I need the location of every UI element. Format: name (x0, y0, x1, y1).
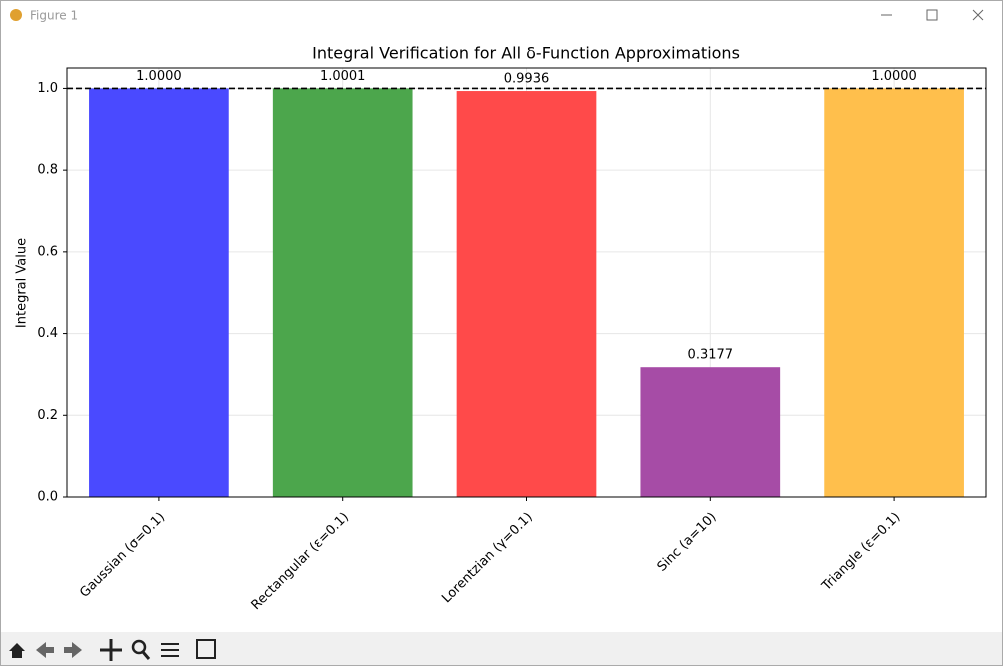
bar (89, 88, 229, 497)
pan-button[interactable] (100, 639, 122, 661)
save-button[interactable] (196, 639, 216, 659)
y-axis-label: Integral Value (15, 238, 30, 328)
close-button[interactable] (972, 9, 984, 21)
home-button[interactable] (9, 643, 25, 658)
app-icon (10, 9, 22, 21)
value-label: 1.0001 (320, 69, 366, 84)
bar (456, 91, 597, 497)
value-label: 0.9936 (504, 72, 550, 87)
toolbar (1, 632, 1002, 665)
value-label: 1.0000 (871, 69, 917, 84)
y-tick-label: 1.0 (37, 81, 58, 96)
title-bar: Figure 1 (10, 9, 984, 23)
back-button[interactable] (36, 642, 54, 658)
y-tick-label: 0.2 (37, 408, 58, 423)
forward-button[interactable] (64, 642, 82, 658)
zoom-button[interactable] (131, 639, 151, 660)
maximize-button[interactable] (926, 9, 938, 21)
y-tick-label: 0.8 (37, 163, 58, 178)
chart-title: Integral Verification for All δ-Function… (312, 44, 740, 63)
configure-button[interactable] (161, 643, 179, 657)
bar (640, 367, 781, 497)
value-label: 1.0000 (136, 69, 182, 84)
bar (272, 88, 413, 498)
bar (824, 88, 964, 497)
window-title: Figure 1 (30, 9, 78, 23)
y-tick-label: 0.0 (37, 490, 58, 505)
y-tick-label: 0.6 (37, 244, 58, 259)
y-tick-label: 0.4 (37, 326, 58, 341)
plot-frame (66, 67, 987, 498)
toolbar-bg (1, 632, 1002, 665)
value-label: 0.3177 (688, 348, 734, 363)
